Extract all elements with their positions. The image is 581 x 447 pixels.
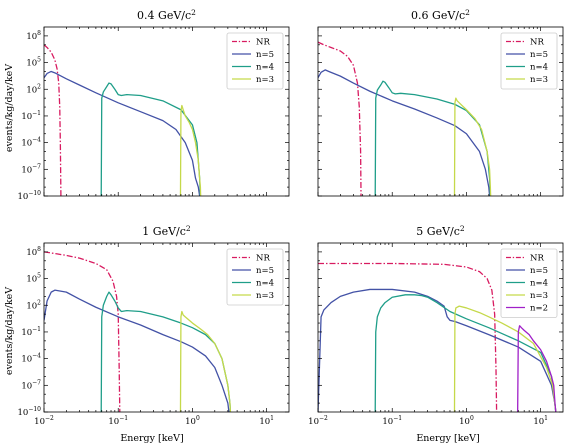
x-tick-label: 100 <box>459 415 474 427</box>
series-n5-line <box>44 289 230 412</box>
series-n5-line <box>318 288 557 412</box>
plot-area <box>44 44 202 196</box>
legend-label: n=4 <box>530 63 548 73</box>
legend-box <box>226 248 284 306</box>
plot-area <box>318 262 557 412</box>
series-n4-line <box>374 294 557 412</box>
axes-frame <box>317 26 564 197</box>
axes-frame <box>317 242 564 413</box>
axes-frame <box>43 242 290 413</box>
panel-bottom-right: 10−2 10−1 100 101 5 GeV/c2 NR n=5 n=4 n=3 n=2 <box>308 224 564 427</box>
y-tick-label: 102 <box>26 83 41 95</box>
legend-label: n=4 <box>256 279 274 289</box>
x-axis-label-left: Energy [keV] <box>120 433 183 444</box>
y-tick-label: 10−4 <box>21 353 41 365</box>
legend-label: NR <box>256 254 270 264</box>
x-axis-label-right: Energy [keV] <box>416 433 479 444</box>
legend-label: n=4 <box>530 279 548 289</box>
series-n5-line <box>318 69 491 196</box>
legend-label: n=3 <box>256 291 274 301</box>
plot-area <box>44 251 232 412</box>
legend-box <box>226 32 284 90</box>
legend-label: n=5 <box>530 50 548 60</box>
panel-top-right: 0.6 GeV/c2 NR n=5 n=4 n=3 <box>317 8 564 197</box>
y-axis-label-bottom: events/kg/day/keV <box>4 287 15 375</box>
y-tick-label: 105 <box>26 57 41 69</box>
y-tick-label: 10−1 <box>21 110 41 122</box>
legend-label: n=2 <box>530 304 548 314</box>
panel-title: 1 GeV/c2 <box>142 224 191 238</box>
series-n4-line <box>374 80 491 196</box>
legend-label: n=4 <box>256 63 274 73</box>
legend: NR n=5 n=4 n=3 <box>226 248 284 306</box>
y-axis-label-top: events/kg/day/keV <box>4 64 15 152</box>
legend: NR n=5 n=4 n=3 <box>500 32 558 90</box>
y-tick-label: 10−10 <box>18 190 42 202</box>
series-NR-line <box>44 44 62 196</box>
legend-label: n=3 <box>530 75 548 85</box>
legend-label: n=5 <box>256 266 274 276</box>
legend-label: NR <box>256 38 270 48</box>
y-tick-label: 102 <box>26 299 41 311</box>
legend-box <box>500 248 558 318</box>
series-n3-line <box>453 305 557 412</box>
y-tick-label: 10−7 <box>21 163 41 175</box>
series-n4-line <box>100 82 202 196</box>
y-tick-label: 105 <box>26 273 41 285</box>
x-tick-label: 101 <box>259 415 274 427</box>
y-tick-label: 10−4 <box>21 137 41 149</box>
axes-frame <box>43 26 290 197</box>
x-tick-label: 100 <box>185 415 200 427</box>
plot-area <box>318 41 492 196</box>
x-tick-label: 101 <box>533 415 548 427</box>
panel-top-left: 10−10 10−7 10−4 10−1 102 105 108 0.4 GeV/c2 NR n=… <box>18 8 290 202</box>
y-tick-label: 108 <box>26 30 41 42</box>
panel-bottom-left: 10−2 10−1 100 10110−1010−710−410−1102105108… <box>18 224 290 427</box>
x-tick-label: 10−2 <box>308 415 328 427</box>
series-n3-line <box>179 310 232 412</box>
x-tick-label: 10−2 <box>34 415 54 427</box>
y-tick-label: 10−7 <box>21 379 41 391</box>
series-NR-line <box>318 262 498 412</box>
series-NR-line <box>318 41 362 196</box>
legend-label: NR <box>530 38 544 48</box>
legend-label: n=3 <box>530 291 548 301</box>
series-n3-line <box>453 97 492 196</box>
series-NR-line <box>44 251 121 412</box>
panel-title: 0.4 GeV/c2 <box>137 8 196 22</box>
y-tick-label: 10−1 <box>21 326 41 338</box>
x-tick-label: 10−1 <box>108 415 128 427</box>
legend: NR n=5 n=4 n=3 n=2 <box>500 248 558 318</box>
legend-label: n=3 <box>256 75 274 85</box>
series-n3-line <box>179 104 202 196</box>
legend-label: NR <box>530 254 544 264</box>
legend-box <box>500 32 558 90</box>
legend-label: n=5 <box>256 50 274 60</box>
panel-title: 5 GeV/c2 <box>416 224 465 238</box>
series-n5-line <box>44 70 201 196</box>
y-tick-label: 108 <box>26 246 41 258</box>
x-tick-label: 10−1 <box>382 415 402 427</box>
series-n2-line <box>517 325 557 412</box>
series-n4-line <box>100 291 232 412</box>
panel-title: 0.6 GeV/c2 <box>411 8 470 22</box>
legend-label: n=5 <box>530 266 548 276</box>
legend: NR n=5 n=4 n=3 <box>226 32 284 90</box>
